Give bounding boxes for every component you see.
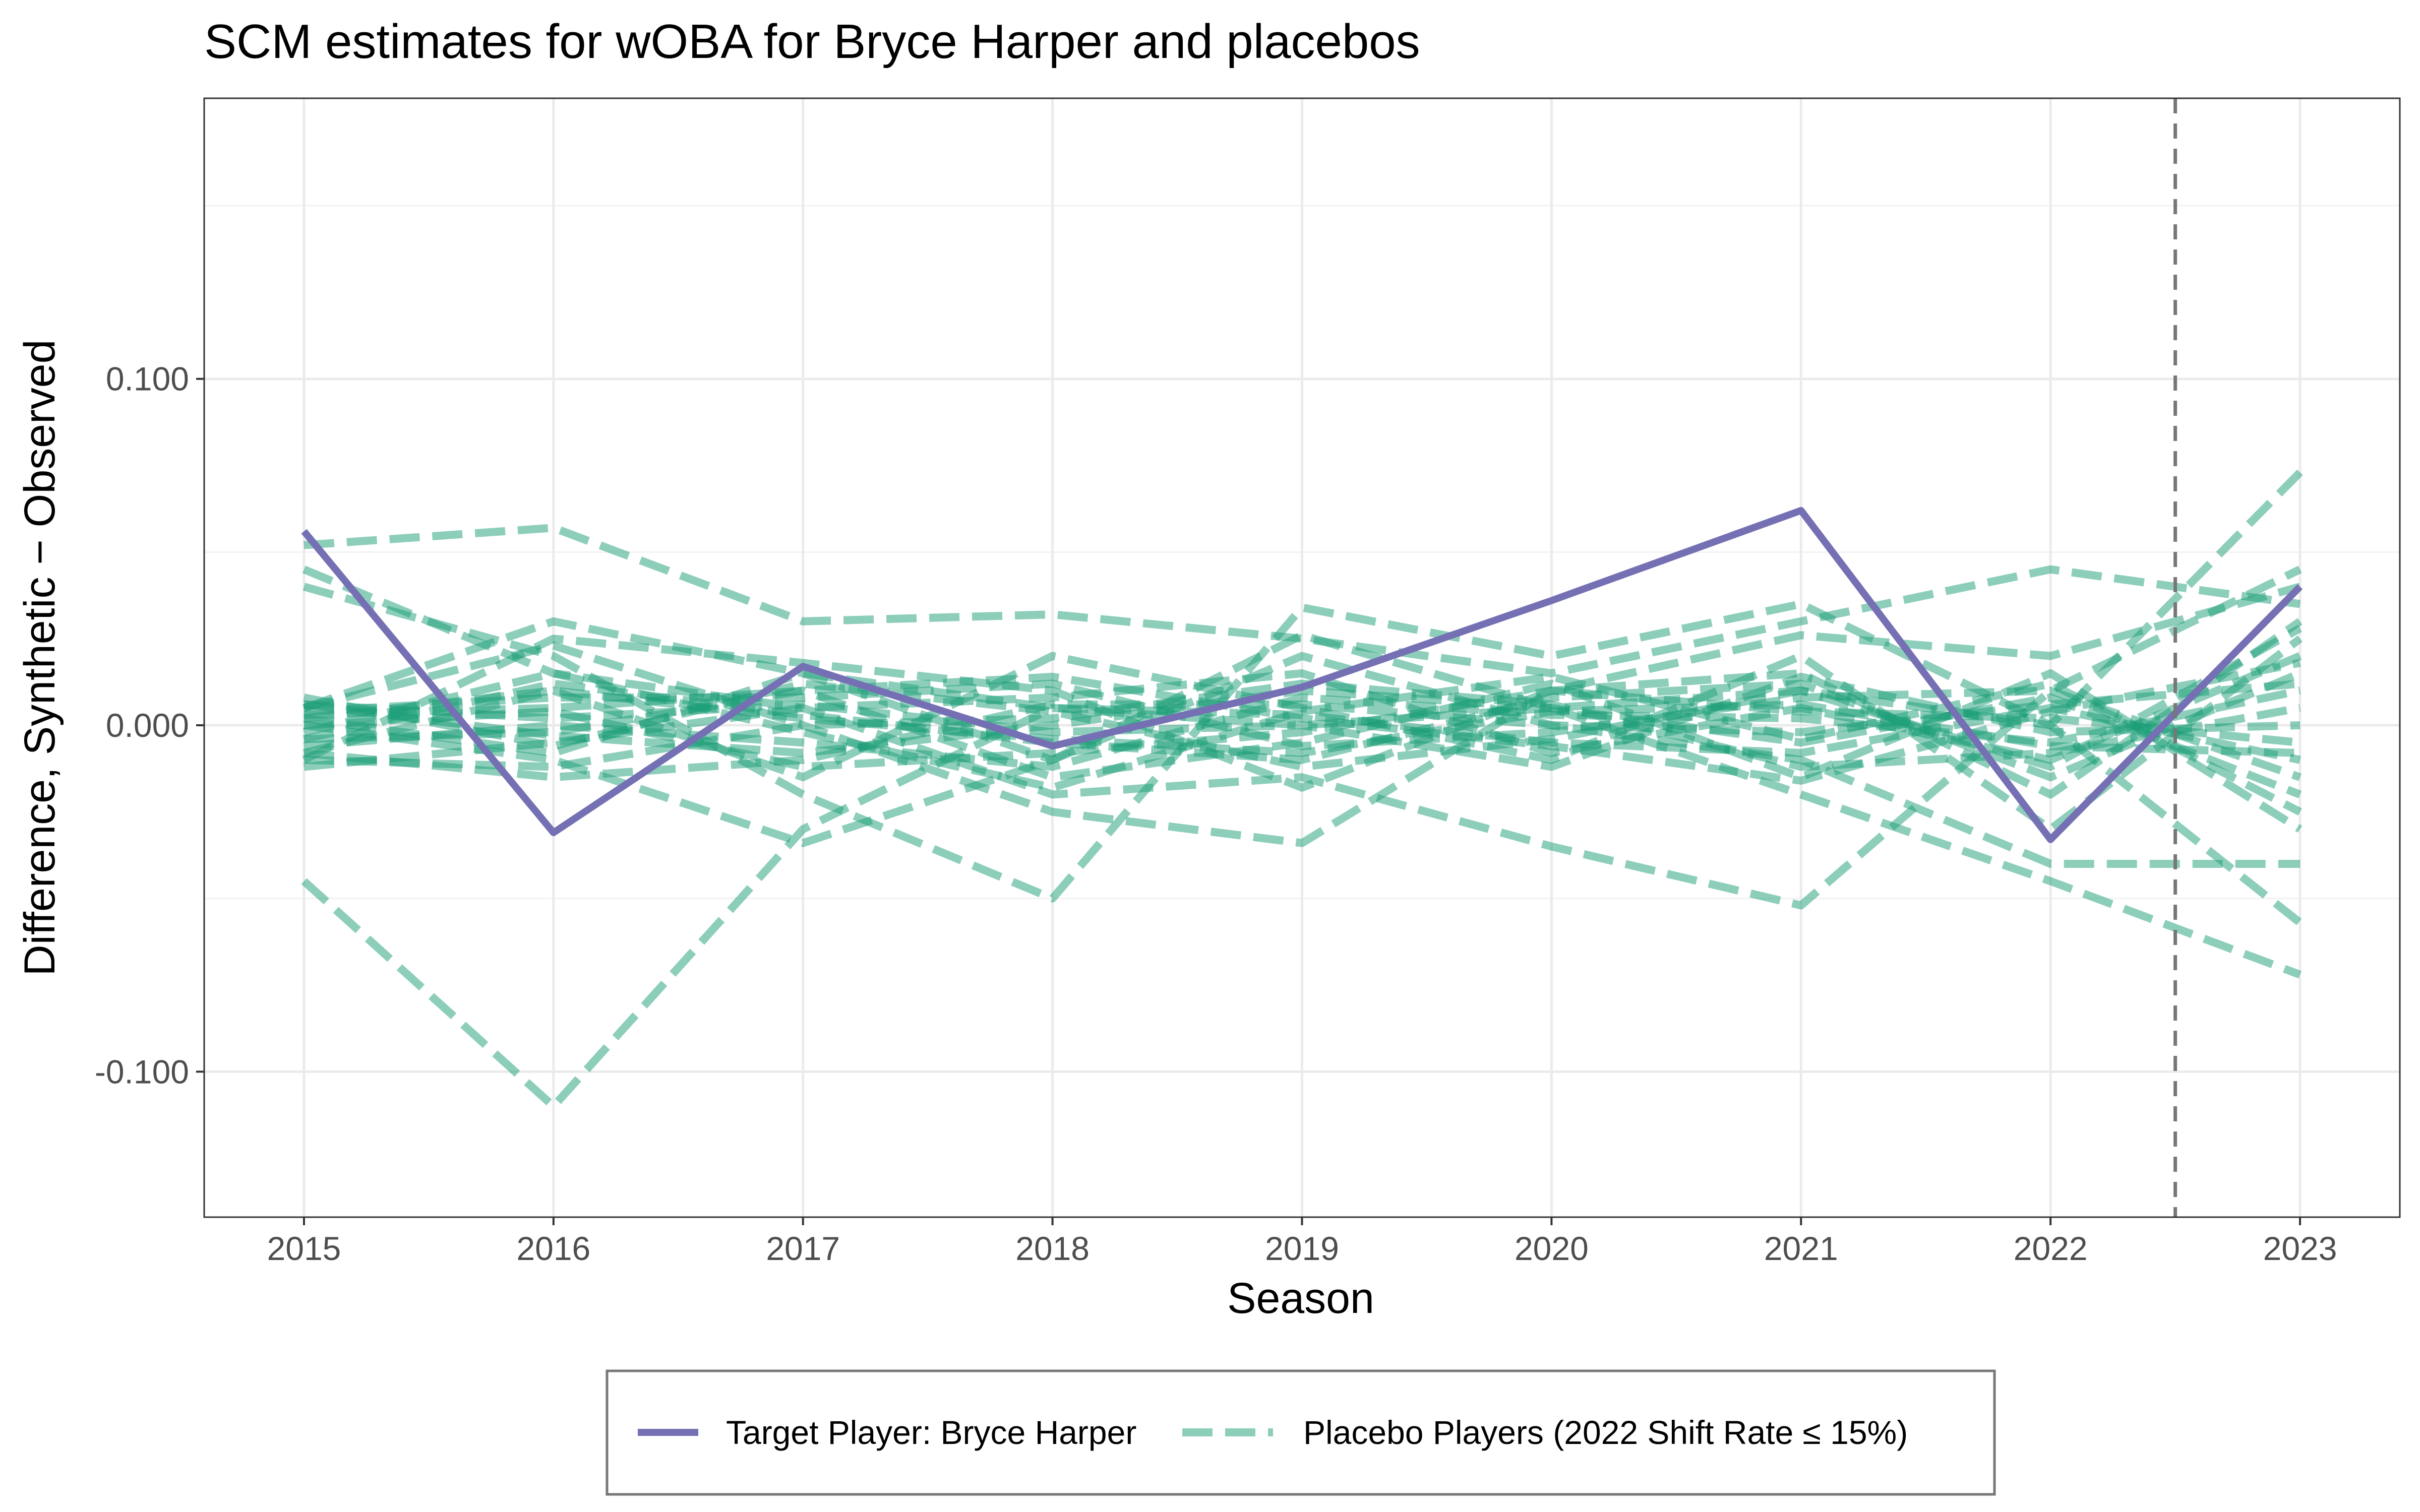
target-line-group xyxy=(301,507,2303,843)
legend-label-placebo: Placebo Players (2022 Shift Rate ≤ 15%) xyxy=(1303,1414,1908,1451)
placebo-line-4 xyxy=(302,583,2303,926)
placebo-line-19 xyxy=(303,624,2302,771)
placebo-line-7 xyxy=(303,652,2301,868)
x-tick-label: 2021 xyxy=(1764,1230,1838,1267)
placebo-line-22 xyxy=(304,679,2301,782)
x-tick-label: 2018 xyxy=(1015,1230,1090,1267)
legend-label-target: Target Player: Bryce Harper xyxy=(726,1414,1136,1451)
x-axis: 2015 2016 2017 2018 2019 2020 2021 2022 2023 xyxy=(267,1217,2337,1267)
x-tick-label: 2023 xyxy=(2263,1230,2337,1267)
placebo-line-13 xyxy=(303,669,2302,782)
legend-box xyxy=(606,1369,1996,1496)
x-tick-label: 2016 xyxy=(516,1230,590,1267)
x-tick-label: 2020 xyxy=(1515,1230,1589,1267)
placebo-line-16 xyxy=(304,679,2302,781)
y-tick-label: -0.100 xyxy=(95,1053,189,1090)
placebo-line-20 xyxy=(303,669,2302,815)
placebo-line-5 xyxy=(302,617,2302,979)
chart-title: SCM estimates for wOBA for Bryce Harper … xyxy=(204,15,1420,69)
legend: Target Player: Bryce Harper Placebo Play… xyxy=(606,1369,1996,1496)
y-axis-title: Difference, Synthetic − Observed xyxy=(16,340,64,976)
y-tick-label: 0.100 xyxy=(106,360,189,398)
y-axis: 0.100 0.000 -0.100 xyxy=(95,360,204,1090)
placebo-line-6 xyxy=(302,583,2302,792)
target-line xyxy=(301,507,2303,843)
y-tick-label: 0.000 xyxy=(106,707,189,744)
placebo-line-3 xyxy=(302,565,2302,910)
plot-panel xyxy=(203,97,2401,1218)
x-tick-label: 2017 xyxy=(766,1230,840,1267)
placebo-line-1 xyxy=(304,524,2301,677)
x-axis-title: Season xyxy=(1227,1274,1374,1322)
x-tick-label: 2015 xyxy=(267,1230,341,1267)
x-tick-label: 2022 xyxy=(2014,1230,2088,1267)
x-tick-label: 2019 xyxy=(1265,1230,1339,1267)
